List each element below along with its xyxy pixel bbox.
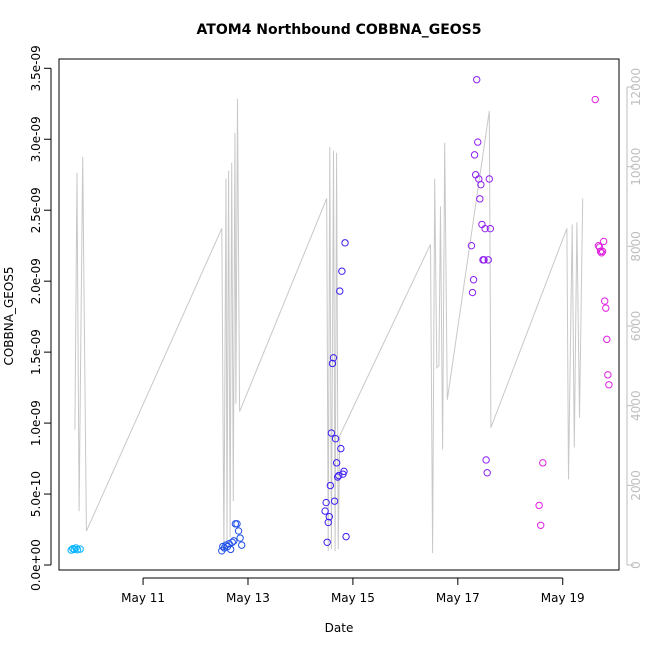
y2-tick-label: 0 bbox=[629, 561, 643, 569]
data-point bbox=[338, 267, 346, 275]
data-point bbox=[73, 545, 82, 554]
data-point bbox=[482, 456, 490, 464]
chart-title: ATOM4 Northbound COBBNA_GEOS5 bbox=[197, 22, 482, 38]
y-tick-label: 3.5e-09 bbox=[29, 45, 43, 91]
data-point bbox=[76, 545, 84, 553]
altitude-line-layer bbox=[74, 98, 584, 554]
data-point bbox=[477, 180, 485, 189]
data-point bbox=[484, 256, 492, 264]
data-point bbox=[236, 534, 244, 542]
data-point bbox=[603, 335, 611, 344]
data-point bbox=[468, 288, 477, 297]
data-point bbox=[537, 521, 545, 529]
y2-tick-label: 6000 bbox=[629, 311, 643, 342]
data-point bbox=[597, 249, 606, 257]
data-point bbox=[233, 520, 241, 528]
data-point bbox=[234, 527, 243, 535]
data-point bbox=[230, 537, 238, 545]
y-axis-label: COBBNA_GEOS5 bbox=[2, 266, 16, 365]
data-point bbox=[341, 239, 349, 247]
data-point bbox=[601, 297, 609, 305]
data-point bbox=[470, 151, 479, 159]
x-tick-label: May 13 bbox=[226, 591, 270, 605]
data-point bbox=[539, 459, 547, 467]
x-tick-label: May 17 bbox=[436, 591, 480, 605]
y-tick-label: 2.0e-09 bbox=[29, 258, 43, 304]
data-point bbox=[467, 241, 476, 250]
data-point bbox=[342, 532, 350, 541]
data-point bbox=[324, 518, 332, 527]
data-point bbox=[485, 175, 493, 183]
x-tick-label: May 19 bbox=[541, 591, 585, 605]
data-point bbox=[336, 287, 344, 295]
data-point bbox=[486, 224, 495, 233]
axes-layer: May 11 May 13 May 15 May 17 May 19 0.0e+00 5.0… bbox=[29, 45, 643, 605]
data-point bbox=[596, 247, 605, 256]
data-point bbox=[72, 544, 80, 552]
y2-tick-label: 4000 bbox=[629, 390, 643, 421]
data-point bbox=[480, 256, 488, 264]
data-point bbox=[70, 545, 79, 554]
y2-tick-label: 12000 bbox=[629, 68, 643, 106]
y-tick-label: 1.0e-09 bbox=[29, 400, 43, 446]
data-point bbox=[321, 507, 329, 515]
data-point bbox=[332, 459, 341, 467]
data-point bbox=[322, 498, 330, 507]
data-point bbox=[226, 545, 235, 554]
data-point bbox=[323, 538, 331, 546]
data-point bbox=[228, 538, 236, 546]
data-point bbox=[337, 444, 345, 453]
data-point bbox=[327, 429, 336, 437]
data-point bbox=[331, 434, 340, 443]
data-point bbox=[325, 513, 333, 521]
data-point bbox=[469, 276, 478, 284]
y-tick-label: 2.5e-09 bbox=[29, 187, 43, 233]
plot-frame bbox=[58, 58, 620, 571]
data-point bbox=[329, 354, 338, 362]
x-axis-label: Date bbox=[325, 621, 354, 635]
data-point bbox=[605, 381, 613, 389]
data-point bbox=[326, 481, 335, 490]
y-tick-label: 1.5e-09 bbox=[29, 329, 43, 375]
data-point bbox=[330, 497, 339, 505]
x-tick-label: May 11 bbox=[121, 591, 165, 605]
data-point bbox=[604, 371, 612, 379]
y-tick-label: 5.0e-10 bbox=[29, 471, 43, 517]
data-point bbox=[237, 541, 246, 549]
data-points-layer bbox=[67, 75, 613, 555]
data-point bbox=[476, 195, 484, 203]
data-point bbox=[473, 75, 481, 84]
y-tick-label: 0.0e+00 bbox=[29, 539, 43, 591]
data-point bbox=[599, 237, 608, 246]
data-point bbox=[602, 304, 610, 312]
y-tick-label: 3.0e-09 bbox=[29, 116, 43, 162]
altitude-line bbox=[74, 98, 584, 554]
data-point bbox=[483, 469, 491, 477]
data-point bbox=[474, 138, 482, 146]
data-point bbox=[328, 359, 337, 368]
data-point bbox=[481, 224, 489, 233]
data-point bbox=[598, 247, 607, 256]
data-point bbox=[535, 501, 543, 510]
x-tick-label: May 15 bbox=[331, 591, 375, 605]
y2-tick-label: 2000 bbox=[629, 470, 643, 501]
data-point bbox=[591, 95, 599, 104]
y2-tick-label: 8000 bbox=[629, 231, 643, 262]
data-point bbox=[340, 467, 348, 476]
y2-tick-label: 10000 bbox=[629, 148, 643, 186]
data-point bbox=[335, 471, 343, 480]
